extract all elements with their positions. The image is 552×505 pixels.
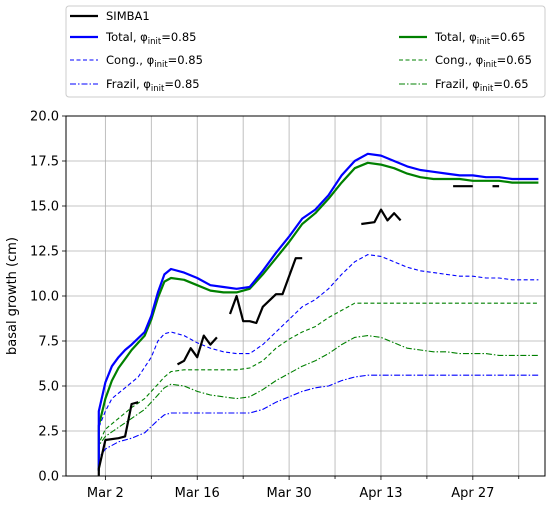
legend-label: Cong., φinit=0.85 (106, 53, 203, 70)
legend-label: Frazil, φinit=0.65 (435, 77, 529, 94)
axis-ticks: 0.0 2.5 5.0 7.5 10.0 12.5 15.0 17.5 20.0 Mar 2 Mar… (30, 110, 520, 501)
series-line-total-init-0-85 (97, 152, 539, 471)
legend-label: SIMBA1 (106, 9, 150, 23)
series-line-simba1 (97, 401, 139, 476)
y-tick-label: 12.5 (30, 245, 59, 260)
x-tick-label: Apr 13 (359, 486, 402, 501)
y-axis-label: basal growth (cm) (5, 237, 20, 355)
x-tick-label: Mar 30 (266, 486, 311, 501)
series-line-frazil-init-0-85 (98, 374, 539, 475)
y-tick-label: 7.5 (38, 335, 59, 350)
series-line-frazil-init-0-65 (98, 335, 539, 475)
series-line-total-init-0-65 (97, 161, 539, 471)
y-tick-label: 20.0 (30, 110, 59, 125)
y-tick-label: 17.5 (30, 155, 59, 170)
x-tick-label: Apr 27 (451, 486, 494, 501)
y-tick-label: 15.0 (30, 200, 59, 215)
y-tick-label: 0.0 (38, 470, 59, 485)
x-tick-label: Mar 2 (87, 486, 124, 501)
legend-label: Total, φinit=0.85 (105, 30, 196, 47)
legend-label: Total, φinit=0.65 (434, 30, 525, 47)
series-line-cong-init-0-85 (98, 254, 539, 473)
x-tick-label: Mar 16 (175, 486, 220, 501)
series-lines (97, 152, 539, 476)
y-tick-label: 2.5 (38, 425, 59, 440)
y-tick-label: 5.0 (38, 380, 59, 395)
legend-label: Frazil, φinit=0.85 (106, 77, 200, 94)
legend: SIMBA1 Total, φinit=0.85 Cong., φinit=0.85… (65, 5, 546, 98)
y-tick-label: 10.0 (30, 290, 59, 305)
series-line-cong-init-0-65 (98, 302, 539, 473)
series-line-simba1 (361, 208, 402, 226)
grid-lines (66, 115, 545, 477)
series-line-simba1 (176, 334, 218, 366)
legend-box (65, 5, 546, 98)
legend-label: Cong., φinit=0.65 (435, 53, 532, 70)
series-line-simba1 (228, 257, 303, 325)
